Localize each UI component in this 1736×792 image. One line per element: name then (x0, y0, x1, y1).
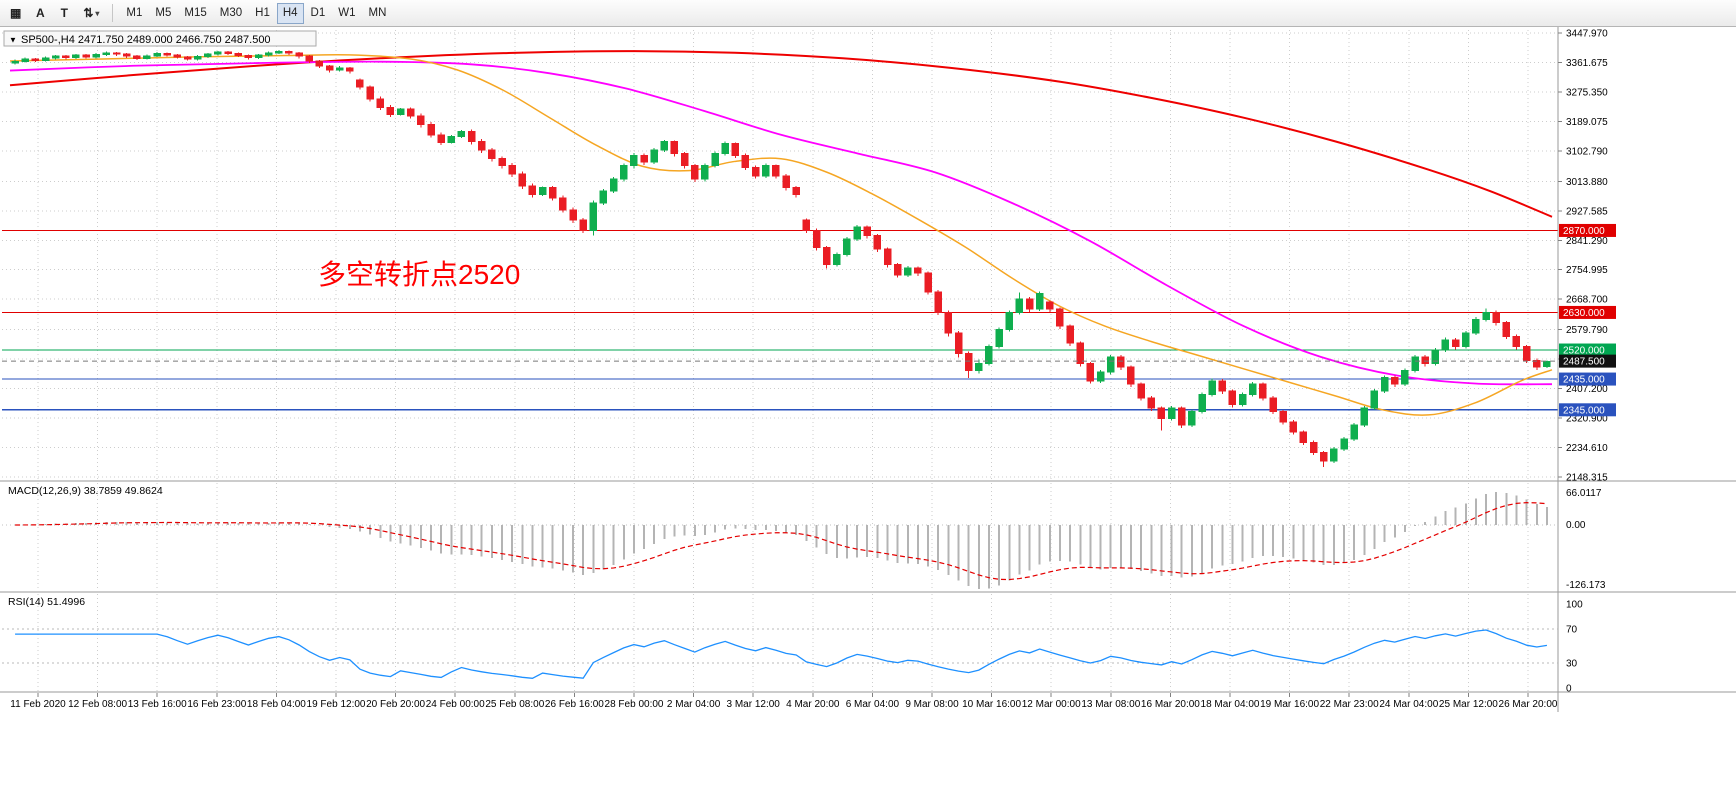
grid-layer (2, 30, 1558, 691)
chart-header-box[interactable] (3, 30, 317, 47)
annotation-text[interactable]: 多空转折点2520 (318, 259, 520, 290)
symbol-ohlc-text: SP500-,H4 2471.750 2489.000 2466.750 248… (21, 34, 271, 46)
time-axis-label: 22 Mar 23:00 (1320, 699, 1379, 710)
macd-axis-min: -126.173 (1566, 580, 1606, 591)
time-axis-label: 11 Feb 2020 (10, 699, 66, 710)
collapse-icon[interactable]: ▼ (9, 36, 17, 45)
price-tick-label: 3189.075 (1566, 117, 1608, 128)
timeframe-button-m5[interactable]: M5 (149, 3, 177, 24)
rsi-axis-label: 30 (1566, 658, 1578, 669)
price-tick-label: 2841.290 (1566, 236, 1608, 247)
moving-averages-layer (9, 50, 1553, 416)
time-axis-label: 13 Mar 08:00 (1081, 699, 1140, 710)
price-label-pill (1559, 403, 1616, 417)
price-tick-label: 2579.790 (1566, 325, 1608, 336)
dropdown-caret-icon: ▾ (95, 8, 100, 18)
time-axis-label: 16 Feb 23:00 (187, 699, 246, 710)
timeframe-toolbar: M1 M5 M15 M30 H1 H4 D1 W1 MN (120, 2, 393, 24)
time-axis[interactable]: 11 Feb 2020 12 Feb 08:00 13 Feb 16:00 16 Fe… (10, 693, 1558, 710)
price-label-pill (1559, 354, 1616, 368)
time-axis-label: 2 Mar 04:00 (667, 699, 721, 710)
time-axis-label: 6 Mar 04:00 (846, 699, 900, 710)
ma-long-line (9, 50, 1553, 218)
rsi-line (15, 629, 1548, 679)
time-axis-label: 24 Mar 04:00 (1379, 699, 1438, 710)
time-axis-label: 3 Mar 12:00 (727, 699, 781, 710)
ma-fast-line (9, 53, 1553, 416)
toolbar-separator (112, 4, 114, 22)
macd-axis-max: 66.0117 (1566, 488, 1602, 499)
cycle-symbols-icon[interactable]: ⇅ ▾ (77, 3, 105, 24)
price-label-pill-text: 2520.000 (1563, 346, 1605, 357)
candles-layer (11, 50, 1551, 467)
time-axis-label: 25 Feb 08:00 (485, 699, 544, 710)
timeframe-button-h4[interactable]: H4 (276, 2, 304, 24)
price-tick-label: 3275.350 (1566, 87, 1608, 98)
price-label-pill (1559, 223, 1616, 237)
price-label-pill-text: 2487.500 (1563, 357, 1605, 368)
chart-header[interactable]: ▼ SP500-,H4 2471.750 2489.000 2466.750 24… (3, 30, 317, 47)
price-tick-label: 2320.900 (1566, 414, 1608, 425)
time-axis-label: 18 Mar 04:00 (1201, 699, 1260, 710)
time-axis-label: 26 Mar 20:00 (1499, 699, 1558, 710)
chart-window-icon[interactable]: ▦ (4, 3, 27, 24)
rsi-axis-label: 100 (1566, 600, 1583, 611)
price-tick-label: 2927.585 (1566, 206, 1608, 217)
price-tick-label: 2754.995 (1566, 265, 1608, 276)
text-tool-icon[interactable]: T (53, 3, 75, 24)
rsi-axis-label: 70 (1566, 625, 1578, 636)
time-axis-label: 24 Feb 00:00 (426, 699, 485, 710)
time-axis-label: 25 Mar 12:00 (1439, 699, 1498, 710)
rsi-axis-label: 0 (1566, 684, 1572, 695)
time-axis-label: 19 Feb 12:00 (307, 699, 366, 710)
time-axis-label: 18 Feb 04:00 (247, 699, 306, 710)
rsi-pane: RSI(14) 51.4996 100 70 30 0 (2, 596, 1583, 695)
time-axis-label: 12 Feb 08:00 (68, 699, 127, 710)
price-label-pills: 2870.000 2630.000 2520.000 2435.000 2345.000… (1559, 223, 1616, 417)
price-tick-label: 3447.970 (1566, 29, 1608, 40)
rsi-label: RSI(14) 51.4996 (8, 596, 85, 608)
price-label-pill-text: 2435.000 (1563, 375, 1605, 386)
timeframe-button-mn[interactable]: MN (363, 3, 393, 24)
macd-label: MACD(12,26,9) 38.7859 49.8624 (8, 485, 163, 497)
price-tick-label: 2148.315 (1566, 473, 1608, 484)
price-tick-label: 3013.880 (1566, 177, 1608, 188)
price-tick-label: 2668.700 (1566, 295, 1608, 306)
price-tick-label: 3361.675 (1566, 58, 1608, 69)
price-label-pill-text: 2345.000 (1563, 405, 1605, 416)
time-axis-label: 10 Mar 16:00 (962, 699, 1021, 710)
price-tick-label: 3102.790 (1566, 146, 1608, 157)
time-axis-label: 4 Mar 20:00 (786, 699, 840, 710)
time-axis-label: 20 Feb 20:00 (366, 699, 425, 710)
price-tick-label: 2407.200 (1566, 384, 1608, 395)
macd-axis-zero: 0.00 (1566, 520, 1586, 531)
price-label-pill-text: 2630.000 (1563, 308, 1605, 319)
price-label-pill (1559, 372, 1616, 386)
timeframe-button-m1[interactable]: M1 (120, 3, 148, 24)
price-label-pill-text: 2870.000 (1563, 226, 1605, 237)
price-tick-label: 2234.610 (1566, 443, 1608, 454)
time-axis-label: 19 Mar 16:00 (1260, 699, 1319, 710)
time-axis-label: 16 Mar 20:00 (1141, 699, 1200, 710)
timeframe-button-d1[interactable]: D1 (305, 3, 332, 24)
price-label-pill (1559, 305, 1616, 319)
text-label-icon[interactable]: A (29, 3, 51, 24)
ma-mid-line (9, 60, 1553, 386)
timeframe-button-h1[interactable]: H1 (249, 3, 276, 24)
cycle-arrows-icon: ⇅ (83, 6, 94, 20)
time-axis-label: 13 Feb 16:00 (128, 699, 187, 710)
macd-pane: MACD(12,26,9) 38.7859 49.8624 66.0117 0.00… (2, 485, 1606, 591)
timeframe-button-m30[interactable]: M30 (214, 3, 248, 24)
toolbar: ▦ A T ⇅ ▾ M1 M5 M15 M30 H1 H4 D1 W1 MN (0, 0, 1736, 27)
timeframe-button-m15[interactable]: M15 (178, 3, 212, 24)
price-label-pill (1559, 343, 1616, 357)
time-axis-label: 28 Feb 00:00 (605, 699, 664, 710)
time-axis-label: 26 Feb 16:00 (545, 699, 604, 710)
timeframe-button-w1[interactable]: W1 (332, 3, 361, 24)
time-axis-label: 9 Mar 08:00 (905, 699, 959, 710)
time-axis-label: 12 Mar 00:00 (1022, 699, 1081, 710)
